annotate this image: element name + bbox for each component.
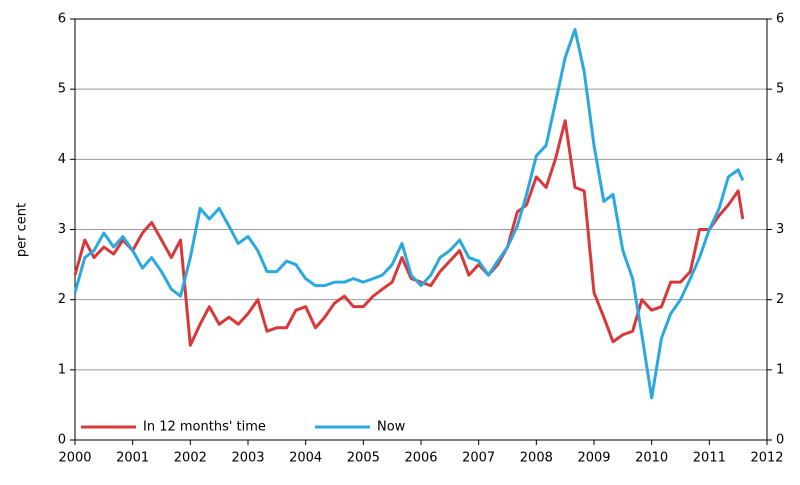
x-tick-label: 2004 bbox=[289, 451, 322, 466]
line-series bbox=[73, 28, 745, 400]
y2-tick-label: 2 bbox=[776, 292, 784, 307]
x-tick-label: 2002 bbox=[174, 451, 207, 466]
legend-label: In 12 months' time bbox=[143, 420, 266, 435]
y-tick-label: 1 bbox=[58, 362, 66, 377]
y2-tick-label: 1 bbox=[776, 362, 784, 377]
y2-tick-label: 5 bbox=[776, 82, 784, 97]
y-tick-label: 0 bbox=[58, 433, 66, 448]
x-tick-label: 2012 bbox=[750, 451, 783, 466]
y-tick-label: 2 bbox=[58, 292, 66, 307]
legend-background bbox=[81, 419, 301, 435]
x-tick-label: 2008 bbox=[520, 451, 553, 466]
line-series bbox=[73, 119, 745, 347]
legend-background bbox=[315, 419, 435, 435]
y2-tick-label: 0 bbox=[776, 433, 784, 448]
legend-label: Now bbox=[377, 420, 406, 435]
x-tick-label: 2007 bbox=[462, 451, 495, 466]
y2-tick-label: 6 bbox=[776, 12, 784, 27]
y-tick-label: 6 bbox=[58, 12, 66, 27]
x-tick-label: 2011 bbox=[693, 451, 726, 466]
y-tick-label: 4 bbox=[58, 152, 66, 167]
x-tick-label: 2010 bbox=[635, 451, 668, 466]
x-tick-label: 2003 bbox=[231, 451, 264, 466]
x-tick-label: 2001 bbox=[116, 451, 149, 466]
y2-tick-label: 4 bbox=[776, 152, 784, 167]
y2-tick-label: 3 bbox=[776, 222, 784, 237]
plot-frame bbox=[74, 18, 768, 441]
x-tick-label: 2009 bbox=[577, 451, 610, 466]
y-axis-label: per cent bbox=[15, 203, 30, 257]
x-tick-label: 2000 bbox=[58, 451, 91, 466]
x-tick-label: 2005 bbox=[347, 451, 380, 466]
y-tick-label: 5 bbox=[58, 82, 66, 97]
x-tick-label: 2006 bbox=[404, 451, 437, 466]
y-tick-label: 3 bbox=[58, 222, 66, 237]
